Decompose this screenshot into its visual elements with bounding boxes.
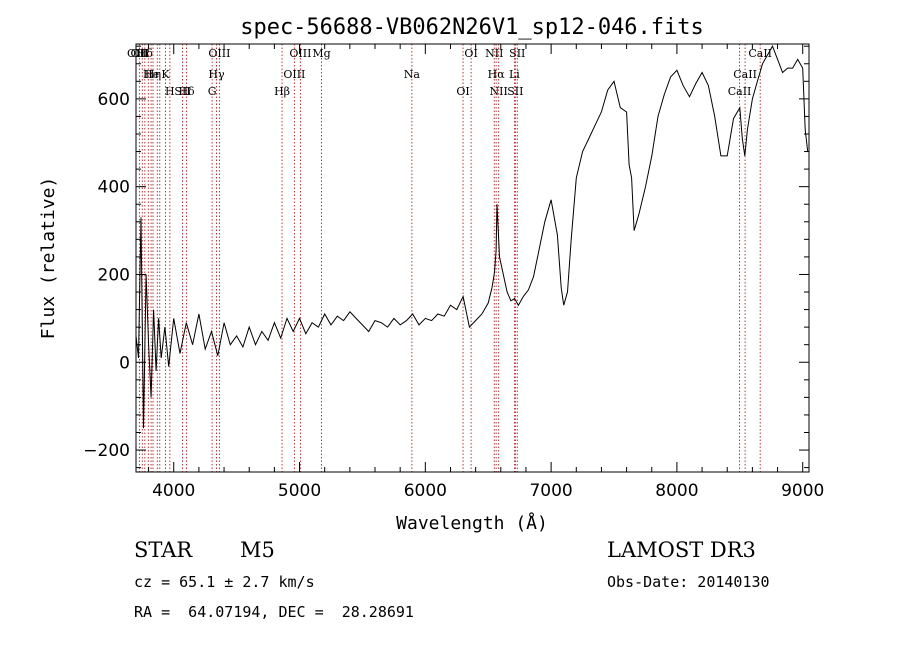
spectral-line-label: G bbox=[208, 85, 217, 98]
x-axis-label: Wavelength (Å) bbox=[396, 512, 548, 534]
y-tick-label: 600 bbox=[98, 90, 130, 110]
y-tick-label: 200 bbox=[98, 265, 130, 285]
spectral-line-label: CaII bbox=[733, 68, 757, 81]
spectral-line-label: Hβ bbox=[274, 85, 290, 98]
spectral-line-markers bbox=[138, 44, 761, 472]
spectral-line-labels: HδKHδOIIHeSIIOIIIHηHOIIIHγGOIIIOIIIHβMgN… bbox=[127, 47, 772, 98]
x-tick-label: 9000 bbox=[781, 481, 824, 501]
spectral-line-label: OIII bbox=[283, 68, 305, 81]
x-tick-label: 8000 bbox=[655, 481, 698, 501]
plot-frame bbox=[135, 43, 810, 473]
coordinates: RA = 64.07194, DEC = 28.28691 bbox=[134, 603, 414, 621]
spectral-line-label: Na bbox=[404, 68, 421, 81]
spectral-line-label: OI bbox=[464, 47, 477, 60]
spectral-line-label: Hδ bbox=[178, 85, 195, 98]
x-tick-label: 7000 bbox=[529, 481, 572, 501]
y-axis-label: Flux (relative) bbox=[38, 177, 59, 340]
spectral-line-label: NII bbox=[485, 47, 503, 60]
spectral-line-label: CaII bbox=[728, 85, 752, 98]
spectral-line-label: Li bbox=[509, 68, 520, 81]
spectral-line-label: He bbox=[143, 68, 159, 81]
y-tick-label: 400 bbox=[98, 178, 130, 198]
spectral-line-label: OII bbox=[131, 47, 149, 60]
spectral-line-label: OIII bbox=[289, 47, 311, 60]
spectral-line-label: H bbox=[165, 85, 175, 98]
x-tick-label: 6000 bbox=[404, 481, 447, 501]
spectrum-curve bbox=[135, 45, 809, 429]
chart-title: spec-56688-VB062N26V1_sp12-046.fits bbox=[240, 15, 704, 40]
object-class: STAR bbox=[134, 538, 193, 562]
spectral-line-label: Mg bbox=[312, 47, 330, 60]
redshift-value: cz = 65.1 ± 2.7 km/s bbox=[134, 573, 315, 591]
spectral-line-label: K bbox=[161, 68, 170, 81]
spectral-line-label: Hγ bbox=[208, 68, 225, 81]
x-tick-label: 5000 bbox=[278, 481, 321, 501]
spectral-line-label: SII bbox=[174, 85, 190, 98]
obs-date: Obs-Date: 20140130 bbox=[607, 573, 770, 591]
spectral-line-label: SII bbox=[507, 85, 523, 98]
spectral-line-label: OI bbox=[456, 85, 469, 98]
spectral-line-label: OIII bbox=[208, 47, 230, 60]
spectral-line-label: Hα bbox=[488, 68, 506, 81]
spectral-line-label: OIII bbox=[127, 47, 149, 60]
axis-ticks: 4000 5000 6000 7000 8000 9000 −200 0 200 400 600 bbox=[83, 44, 824, 501]
y-tick-label: 0 bbox=[119, 353, 130, 373]
spectral-line-label: SII bbox=[509, 47, 525, 60]
y-tick-label: −200 bbox=[83, 441, 130, 461]
spectral-line-label: Hη bbox=[145, 68, 161, 81]
survey-name: LAMOST DR3 bbox=[607, 538, 756, 562]
spectral-line-label: NII bbox=[490, 85, 508, 98]
x-tick-label: 4000 bbox=[152, 481, 195, 501]
spectral-line-label: Hδ bbox=[137, 47, 154, 60]
object-subclass: M5 bbox=[240, 538, 275, 562]
